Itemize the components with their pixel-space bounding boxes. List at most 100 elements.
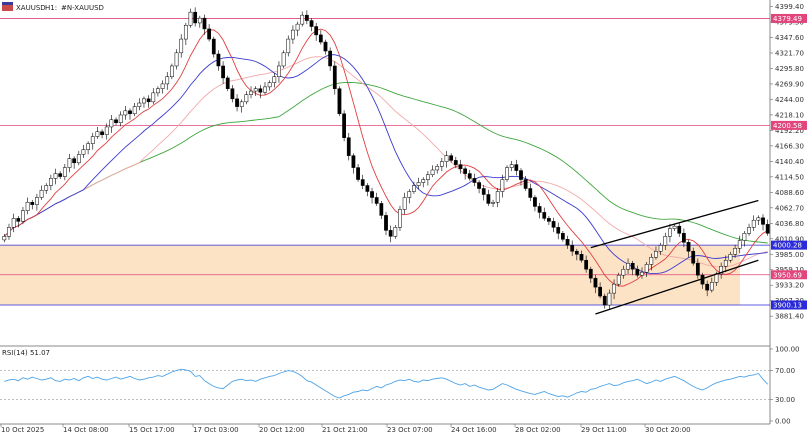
candle-body xyxy=(686,242,691,252)
timeframe-label: H1: xyxy=(45,4,57,12)
candle-body xyxy=(258,88,263,93)
price-tick-label: 3933.20 xyxy=(775,282,804,290)
candle-body xyxy=(384,215,388,231)
level-price-label: 4379.49 xyxy=(773,15,802,23)
candle-body xyxy=(95,131,100,137)
candle-body xyxy=(537,206,542,213)
price-tick-label: 3959.10 xyxy=(775,266,804,274)
candle-body xyxy=(556,227,561,234)
rsi-tick-label: 100.00 xyxy=(775,346,800,354)
candle-body xyxy=(160,83,165,89)
candle-body xyxy=(309,20,314,27)
candle-body xyxy=(165,76,170,85)
candle-body xyxy=(146,98,151,103)
candle-body xyxy=(151,92,156,103)
candle-body xyxy=(62,167,67,177)
candle-body xyxy=(304,14,309,21)
candle-body xyxy=(235,98,239,107)
level-price-tag xyxy=(771,270,807,280)
candle-body xyxy=(86,143,90,150)
candle-body xyxy=(118,114,123,124)
candle-body xyxy=(426,174,430,180)
candle-body xyxy=(170,65,174,77)
candle-body xyxy=(174,52,179,67)
candle-body xyxy=(695,262,700,276)
time-tick-label: 29 Oct 11:00 xyxy=(581,426,627,434)
candle-body xyxy=(574,251,579,255)
candle-body xyxy=(723,259,728,267)
candle-body xyxy=(672,225,677,229)
candle-body xyxy=(48,178,53,186)
candle-body xyxy=(677,225,682,234)
candle-body xyxy=(221,65,225,79)
time-tick-label: 17 Oct 03:00 xyxy=(193,426,239,434)
candle-body xyxy=(477,182,481,189)
candle-body xyxy=(239,101,244,107)
candle-body xyxy=(328,50,333,67)
candle-body xyxy=(742,233,747,241)
time-tick-label: 14 Oct 08:00 xyxy=(63,426,109,434)
candle-body xyxy=(332,65,337,89)
candle-body xyxy=(104,126,109,135)
candle-body xyxy=(300,14,305,25)
candle-body xyxy=(449,155,454,161)
candle-body xyxy=(7,227,11,237)
rsi-tick-label: 30.00 xyxy=(775,396,795,404)
candle-body xyxy=(277,65,281,77)
candle-body xyxy=(263,86,267,93)
candle-body xyxy=(607,292,612,306)
candle-body xyxy=(691,251,696,264)
candle-body xyxy=(100,131,104,135)
candle-body xyxy=(402,197,407,210)
candle-body xyxy=(719,265,724,275)
candle-body xyxy=(286,38,291,54)
channel-upper-line[interactable] xyxy=(590,199,759,249)
candle-body xyxy=(570,245,575,252)
rsi-tick-label: 70.00 xyxy=(775,367,795,375)
candle-body xyxy=(658,245,663,252)
candle-body xyxy=(244,94,249,103)
candle-body xyxy=(514,164,519,171)
time-tick-label: 21 Oct 21:00 xyxy=(322,426,368,434)
candle-body xyxy=(472,178,477,183)
candle-body xyxy=(249,90,253,95)
candle-body xyxy=(528,188,533,198)
price-tick-label: 4269.90 xyxy=(775,80,804,88)
symbol-label: XAUUSD xyxy=(16,4,46,12)
level-price-tag xyxy=(771,120,807,130)
candle-body xyxy=(453,160,458,165)
candle-body xyxy=(128,110,132,115)
candle-body xyxy=(505,167,509,180)
candle-body xyxy=(76,154,81,164)
candle-body xyxy=(547,218,551,222)
candle-body xyxy=(588,268,593,279)
rsi-line xyxy=(4,368,769,399)
candle-body xyxy=(25,202,30,211)
candle-body xyxy=(11,218,16,228)
candle-body xyxy=(602,295,607,306)
candle-body xyxy=(491,202,495,204)
candle-body xyxy=(463,168,468,174)
candle-body xyxy=(407,191,412,198)
time-tick-label: 10 Oct 2025 xyxy=(1,426,44,434)
candle-body xyxy=(267,82,272,88)
level-price-tag xyxy=(771,240,807,250)
candle-body xyxy=(663,236,668,246)
candle-body xyxy=(560,233,565,240)
candle-body xyxy=(188,11,193,26)
candle-body xyxy=(616,274,621,285)
chart-suffix-label: #N-XAUUSD xyxy=(61,4,104,12)
channel-lower-line[interactable] xyxy=(595,259,759,315)
candle-body xyxy=(412,185,416,192)
price-tick-label: 4295.80 xyxy=(775,65,804,73)
candle-body xyxy=(365,185,370,192)
candle-body xyxy=(295,23,300,31)
candle-body xyxy=(551,221,556,228)
candle-body xyxy=(318,34,323,43)
candle-body xyxy=(612,283,616,294)
candle-body xyxy=(728,254,733,261)
candle-body xyxy=(458,164,463,170)
candle-body xyxy=(649,256,654,265)
